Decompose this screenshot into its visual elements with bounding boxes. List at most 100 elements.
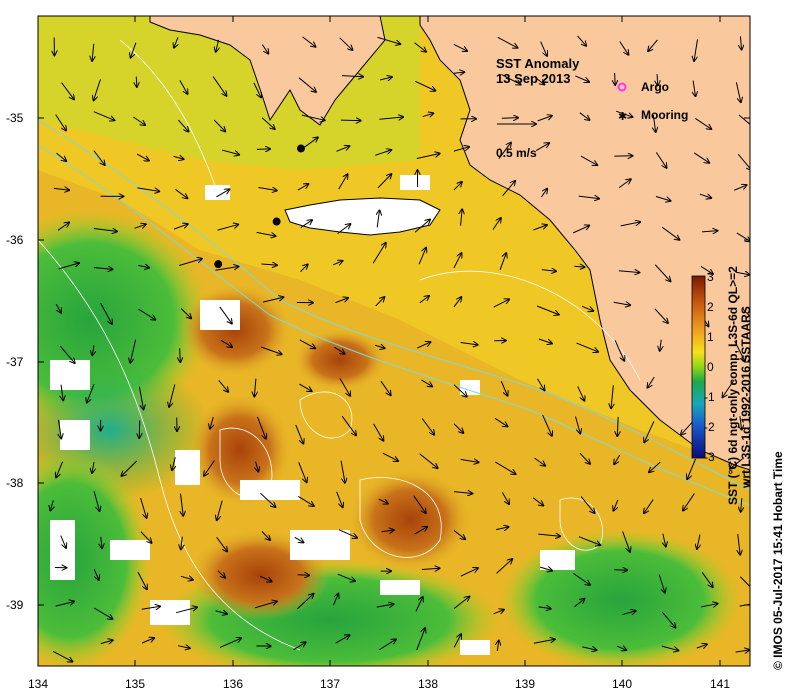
current-arrow: [94, 79, 101, 100]
current-arrow: [261, 117, 275, 129]
current-arrow: [693, 80, 695, 97]
current-arrow: [377, 36, 400, 44]
x-tick-label: 138: [418, 677, 438, 691]
current-arrow: [138, 265, 149, 267]
current-arrow: [332, 261, 342, 265]
current-arrow: [92, 345, 94, 355]
current-arrow: [492, 218, 501, 230]
current-arrow: [695, 117, 711, 129]
current-arrow: [338, 174, 348, 190]
current-arrow: [683, 493, 695, 510]
current-arrow: [379, 117, 403, 119]
current-arrow: [50, 500, 53, 510]
current-arrow: [138, 386, 143, 410]
current-arrow: [298, 77, 316, 92]
current-arrow: [180, 493, 183, 516]
current-arrow: [500, 381, 507, 395]
mooring-markers: [214, 144, 305, 269]
current-arrow: [414, 220, 430, 233]
current-arrow: [661, 645, 679, 650]
current-arrow: [422, 113, 434, 116]
current-arrow: [296, 594, 313, 610]
current-arrow: [374, 345, 385, 348]
current-arrow: [540, 41, 547, 56]
colorbar-title-line2: wrt L3S-1d 1992-2016 SSTAARS: [739, 306, 753, 489]
current-arrow: [453, 384, 467, 397]
current-arrow: [655, 152, 666, 167]
current-arrow: [175, 189, 187, 198]
current-arrow: [169, 384, 176, 407]
current-arrow: [179, 80, 188, 93]
current-arrow: [56, 461, 64, 478]
current-arrow: [335, 635, 350, 644]
current-arrow: [218, 380, 228, 391]
current-arrow: [741, 498, 742, 512]
current-arrow: [302, 36, 316, 47]
current-arrow: [299, 339, 315, 348]
current-arrow: [216, 189, 229, 198]
current-arrow: [582, 647, 596, 650]
current-arrow: [58, 263, 79, 270]
current-arrow: [300, 264, 307, 273]
current-arrow: [335, 298, 348, 304]
current-arrow: [181, 536, 183, 550]
colorbar-ticks: 3 2 1 0 -1 -2 -3: [704, 270, 715, 464]
current-arrow: [131, 42, 137, 58]
colorbar: [691, 275, 706, 459]
current-arrow: [293, 642, 306, 651]
mooring-icon: ✱: [618, 110, 627, 123]
current-arrow: [93, 267, 113, 269]
current-arrow: [622, 611, 635, 615]
current-arrow: [372, 243, 386, 264]
current-arrow: [538, 534, 560, 536]
current-arrow: [215, 611, 227, 614]
current-arrow: [298, 496, 313, 505]
current-arrow: [615, 72, 616, 85]
current-arrow: [256, 231, 276, 236]
current-arrow: [421, 418, 434, 434]
current-arrow: [136, 153, 149, 160]
current-arrow: [663, 533, 666, 547]
current-arrow: [173, 224, 188, 230]
map-title: SST Anomaly: [496, 56, 580, 71]
current-arrow: [578, 536, 601, 545]
current-arrow: [537, 116, 552, 122]
y-tick-label: -38: [6, 476, 24, 490]
current-arrow: [533, 225, 547, 231]
current-arrow: [461, 209, 463, 226]
current-arrow: [533, 639, 555, 644]
current-arrow: [735, 82, 740, 102]
current-arrow: [332, 594, 338, 606]
current-arrow: [217, 224, 239, 231]
x-tick-label: 141: [710, 677, 730, 691]
current-arrow: [340, 460, 345, 483]
current-arrow: [579, 112, 590, 120]
current-arrow: [460, 343, 478, 345]
current-arrow: [210, 416, 213, 429]
current-arrow: [460, 568, 478, 577]
current-arrow: [453, 253, 462, 269]
current-arrow: [253, 82, 261, 98]
current-arrow: [613, 499, 619, 511]
current-arrow: [644, 421, 655, 442]
current-arrow: [219, 306, 232, 324]
current-arrow: [574, 599, 584, 608]
current-arrow: [295, 424, 304, 444]
current-arrow: [418, 248, 426, 265]
current-arrow: [212, 76, 226, 96]
current-arrow: [261, 44, 268, 54]
current-arrow: [298, 462, 307, 482]
current-arrow: [130, 339, 137, 363]
current-arrow: [538, 607, 551, 609]
current-arrow: [93, 229, 117, 232]
current-arrow: [575, 75, 589, 82]
y-tick-label: -36: [6, 233, 24, 247]
x-tick-label: 140: [612, 677, 632, 691]
current-arrow: [419, 296, 429, 304]
current-arrow: [614, 454, 621, 464]
current-arrow: [577, 386, 585, 400]
current-arrow: [334, 346, 344, 354]
current-arrow: [453, 147, 469, 152]
current-arrow: [61, 82, 74, 100]
